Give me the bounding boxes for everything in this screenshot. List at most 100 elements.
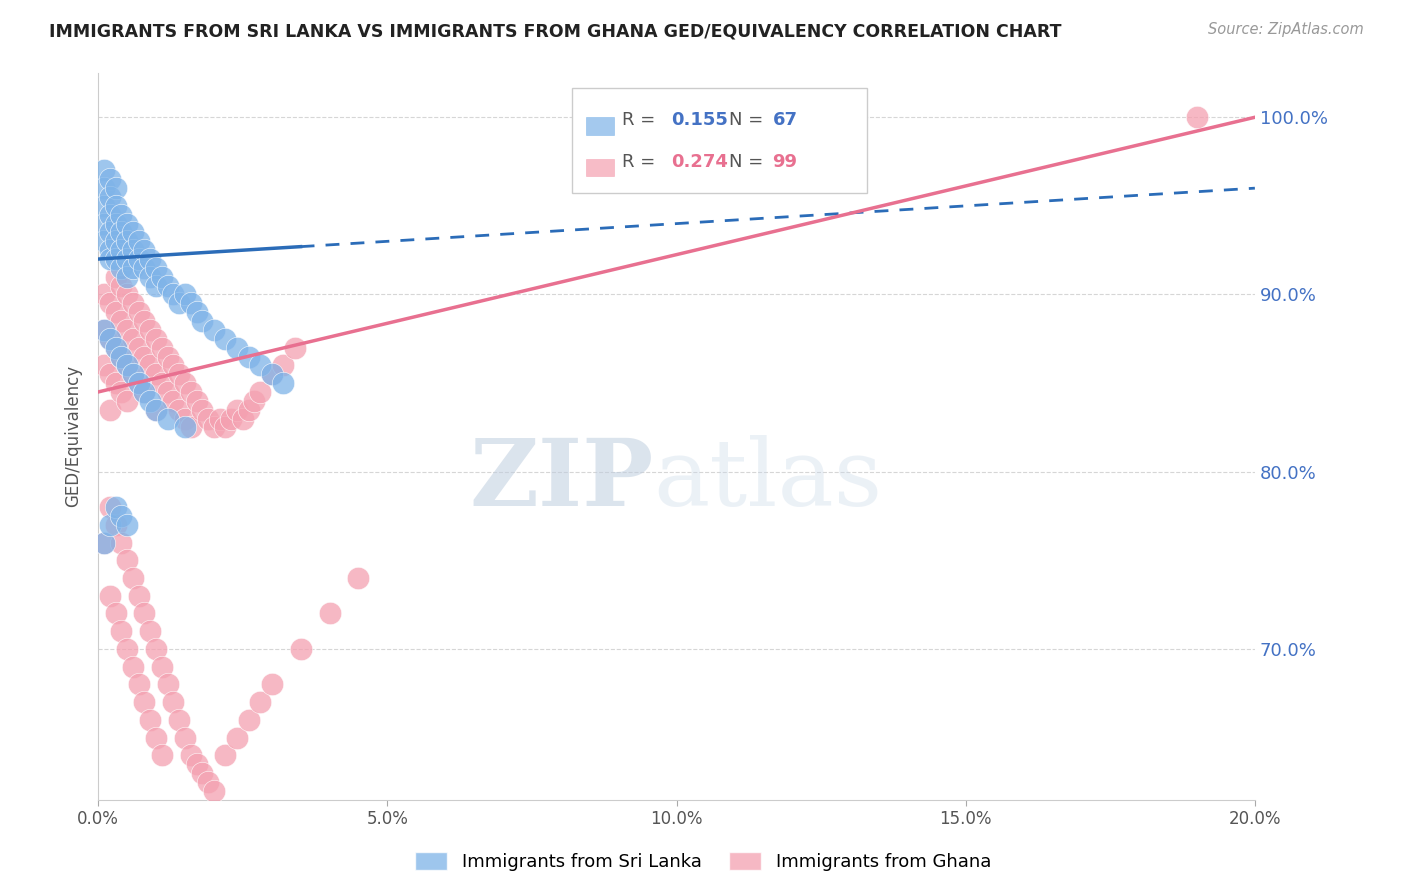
Point bbox=[162, 695, 184, 709]
Legend: Immigrants from Sri Lanka, Immigrants from Ghana: Immigrants from Sri Lanka, Immigrants fr… bbox=[408, 845, 998, 879]
Point bbox=[93, 323, 115, 337]
Point bbox=[98, 500, 121, 515]
Point bbox=[110, 208, 132, 222]
Point bbox=[134, 243, 156, 257]
Point bbox=[145, 260, 167, 275]
Point bbox=[93, 181, 115, 195]
Point bbox=[186, 305, 208, 319]
Point bbox=[98, 208, 121, 222]
Point bbox=[180, 384, 202, 399]
Text: atlas: atlas bbox=[654, 434, 883, 524]
Point bbox=[202, 783, 225, 797]
Point bbox=[98, 252, 121, 266]
FancyBboxPatch shape bbox=[586, 118, 614, 135]
Point bbox=[104, 252, 127, 266]
Point bbox=[110, 314, 132, 328]
Point bbox=[249, 359, 271, 373]
Point bbox=[104, 607, 127, 621]
Point bbox=[122, 243, 145, 257]
Point bbox=[93, 359, 115, 373]
Point bbox=[128, 235, 150, 249]
Point bbox=[110, 260, 132, 275]
Point bbox=[139, 624, 162, 639]
Point bbox=[104, 341, 127, 355]
Point bbox=[1185, 110, 1208, 124]
Point bbox=[271, 359, 294, 373]
Point bbox=[290, 641, 312, 656]
Point bbox=[93, 199, 115, 213]
Point bbox=[115, 235, 138, 249]
Point bbox=[115, 287, 138, 301]
Point bbox=[98, 402, 121, 417]
Point bbox=[104, 376, 127, 390]
Point bbox=[115, 641, 138, 656]
Point bbox=[115, 269, 138, 284]
Point bbox=[226, 341, 249, 355]
Point bbox=[202, 323, 225, 337]
Point bbox=[98, 296, 121, 310]
Point bbox=[260, 368, 283, 382]
Point bbox=[128, 376, 150, 390]
Point bbox=[156, 677, 179, 691]
Point bbox=[162, 359, 184, 373]
Point bbox=[186, 393, 208, 408]
Point bbox=[93, 217, 115, 231]
Point bbox=[191, 402, 214, 417]
Point bbox=[191, 766, 214, 780]
Point bbox=[145, 731, 167, 745]
Point bbox=[128, 252, 150, 266]
Point bbox=[284, 341, 307, 355]
Point bbox=[98, 332, 121, 346]
Point bbox=[128, 376, 150, 390]
Point bbox=[98, 368, 121, 382]
Point bbox=[93, 535, 115, 549]
Point bbox=[219, 411, 242, 425]
Point bbox=[98, 517, 121, 532]
Point bbox=[347, 571, 370, 585]
Point bbox=[134, 350, 156, 364]
Point bbox=[238, 350, 260, 364]
Text: 99: 99 bbox=[772, 153, 797, 170]
Point bbox=[115, 217, 138, 231]
Text: N =: N = bbox=[728, 112, 769, 129]
Point bbox=[122, 260, 145, 275]
Point bbox=[167, 368, 190, 382]
Point bbox=[104, 341, 127, 355]
Point bbox=[150, 376, 173, 390]
Point bbox=[174, 287, 197, 301]
Point bbox=[122, 571, 145, 585]
Point bbox=[226, 731, 249, 745]
Point bbox=[150, 341, 173, 355]
Point bbox=[238, 713, 260, 727]
Text: 67: 67 bbox=[772, 112, 797, 129]
Point bbox=[122, 332, 145, 346]
Point bbox=[260, 677, 283, 691]
Point bbox=[226, 402, 249, 417]
Point bbox=[139, 713, 162, 727]
Point bbox=[134, 384, 156, 399]
Text: ZIP: ZIP bbox=[470, 434, 654, 524]
Point bbox=[174, 411, 197, 425]
Point bbox=[214, 748, 236, 763]
Point bbox=[167, 402, 190, 417]
Point bbox=[145, 278, 167, 293]
FancyBboxPatch shape bbox=[586, 159, 614, 176]
Point bbox=[98, 226, 121, 240]
Point bbox=[174, 420, 197, 434]
Point bbox=[174, 731, 197, 745]
Point bbox=[115, 553, 138, 567]
Text: 0.155: 0.155 bbox=[671, 112, 728, 129]
Point bbox=[197, 774, 219, 789]
Point bbox=[139, 269, 162, 284]
Point bbox=[150, 659, 173, 673]
Point bbox=[174, 376, 197, 390]
Y-axis label: GED/Equivalency: GED/Equivalency bbox=[65, 365, 82, 508]
Point bbox=[128, 677, 150, 691]
Point bbox=[180, 748, 202, 763]
Point bbox=[145, 402, 167, 417]
Point bbox=[186, 757, 208, 772]
Point bbox=[115, 359, 138, 373]
Point bbox=[249, 695, 271, 709]
FancyBboxPatch shape bbox=[572, 87, 868, 193]
Point bbox=[98, 589, 121, 603]
